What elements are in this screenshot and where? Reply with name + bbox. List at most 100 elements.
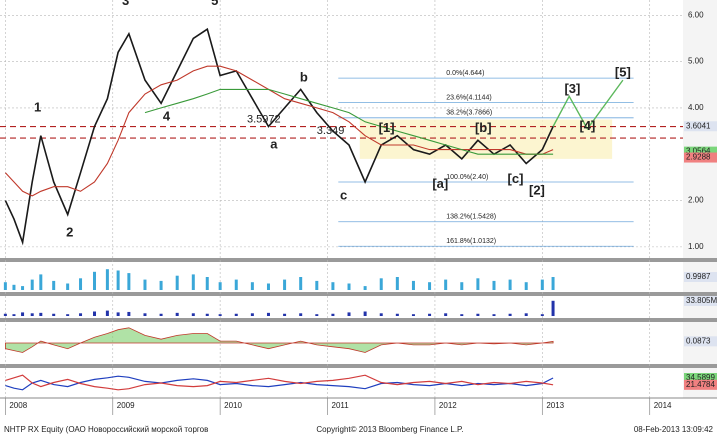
indicator-bar (379, 313, 383, 316)
projection-line (552, 79, 624, 131)
indicator-bar (66, 314, 70, 316)
indicator-bar (143, 279, 147, 290)
indicator-bar (250, 313, 254, 316)
panel-value-label: 0.0873 (686, 336, 711, 345)
indicator-bar (411, 314, 415, 316)
footer-right: 08-Feb-2013 13:09:42 (634, 425, 714, 434)
wave-label: c (340, 187, 347, 202)
wave-label: b (300, 69, 308, 84)
indicator-bar (12, 284, 16, 290)
indicator-bar (363, 286, 367, 290)
indicator-bar (551, 300, 555, 316)
indicator-bar (52, 280, 56, 290)
price-line (144, 88, 554, 155)
footer-center: Copyright© 2013 Bloomberg Finance L.P. (316, 425, 463, 434)
indicator-bar (39, 312, 43, 316)
indicator-bar (476, 313, 480, 316)
indicator-bar (218, 282, 222, 290)
indicator-bar (508, 313, 512, 316)
indicator-bar (379, 278, 383, 290)
fib-label: 100.0%(2.40) (446, 174, 488, 181)
panel-value-box (684, 296, 717, 306)
panel-separator (0, 318, 717, 322)
indicator-bar (3, 282, 7, 290)
indicator-bar (444, 313, 448, 316)
indicator-bar (105, 310, 109, 316)
wave-label: [b] (475, 120, 492, 135)
indicator-bar (492, 280, 496, 290)
indicator-bar (460, 282, 464, 290)
indicator-bar (218, 314, 222, 316)
panel-value-label: 34.5899 (686, 373, 715, 382)
indicator-bar (93, 311, 97, 316)
indicator-bar (79, 278, 83, 290)
indicator-bar (508, 279, 512, 290)
panel-value-label: 0.9987 (686, 272, 711, 281)
panel-value-box (684, 272, 717, 283)
indicator-bar (428, 313, 432, 316)
x-tick-label: 2011 (332, 401, 350, 410)
wave-label: [5] (615, 65, 631, 80)
indicator-bar (315, 314, 319, 316)
panel-separator (0, 258, 717, 262)
wave-label: [1] (379, 120, 395, 135)
wave-label: [3] (564, 81, 580, 96)
indicator-bar (12, 314, 16, 316)
wave-label: 1 (34, 99, 41, 114)
indicator-bar (395, 313, 399, 316)
indicator-bar (105, 269, 109, 290)
indicator-bar (363, 311, 367, 316)
indicator-bar (492, 314, 496, 316)
indicator-bar (159, 280, 163, 290)
indicator-bar (444, 279, 448, 290)
indicator-bar (30, 313, 34, 316)
last-value-label: 3.6041 (686, 121, 711, 130)
fib-label: 38.2%(3.7866) (446, 110, 492, 117)
x-tick-label: 2012 (439, 401, 457, 410)
level-label: 3.349 (317, 125, 345, 137)
indicator-bar (331, 313, 335, 316)
x-tick-label: 2010 (224, 401, 242, 410)
y-tick-label: 5.00 (688, 57, 704, 66)
wave-label: [c] (508, 171, 524, 186)
indicator-bar (299, 277, 303, 290)
indicator-bar (30, 279, 34, 290)
wave-label: a (270, 136, 278, 151)
indicator-bar (116, 312, 120, 316)
indicator-bar (93, 271, 97, 290)
indicator-bar (191, 274, 195, 290)
panel-separator (0, 364, 717, 368)
indicator-bar (395, 277, 399, 290)
wave-label: [a] (432, 176, 448, 191)
indicator-bar (266, 283, 270, 290)
indicator-bar (283, 279, 287, 290)
x-tick-label: 2009 (117, 401, 135, 410)
indicator-bar (21, 312, 25, 316)
indicator-bar (540, 314, 544, 316)
indicator-line (5, 375, 554, 391)
x-tick-label: 2008 (9, 401, 27, 410)
footer-left: NHTP RX Equity (ОАО Новороссийский морск… (4, 425, 208, 434)
indicator-bar (205, 313, 209, 316)
indicator-bar (315, 280, 319, 290)
indicator-line (5, 374, 554, 391)
wave-label: [2] (529, 183, 545, 198)
indicator-bar (52, 313, 56, 316)
wave-label: 5 (211, 0, 218, 8)
y-tick-label: 1.00 (688, 242, 704, 251)
indicator-bar (143, 313, 147, 316)
indicator-bar (460, 314, 464, 316)
panel-value-label: 21.4784 (686, 380, 715, 389)
right-axis-area (683, 0, 717, 398)
indicator-bar (524, 282, 528, 290)
price-line (4, 27, 554, 246)
y-tick-label: 2.00 (688, 196, 704, 205)
indicator-bar (3, 313, 7, 316)
wave-label: 4 (163, 109, 171, 124)
indicator-bar (116, 270, 120, 290)
indicator-bar (347, 283, 351, 290)
price-line (4, 65, 554, 197)
fib-label: 23.6%(4.1144) (446, 94, 491, 101)
